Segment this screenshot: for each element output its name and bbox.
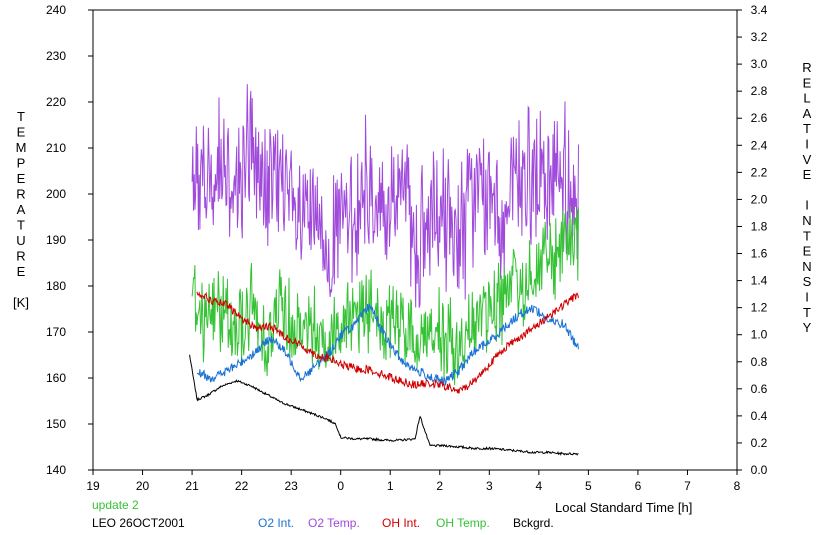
y-right-label-letter: N: [802, 213, 811, 228]
legend-entry: O2 Int.: [258, 516, 294, 530]
y-left-tick-label: 200: [46, 187, 66, 201]
y-left-label-letter: T: [17, 109, 25, 124]
y-right-label-letter: I: [805, 137, 809, 152]
y-right-tick-label: 2.4: [751, 138, 768, 152]
y-left-tick-label: 240: [46, 3, 66, 17]
x-tick-label: 21: [185, 479, 199, 493]
y-left-label-letter: M: [16, 140, 27, 155]
legend-entry: OH Temp.: [436, 516, 490, 530]
y-left-label-letter: R: [16, 249, 25, 264]
plot-frame: [92, 9, 738, 471]
y-right-label-letter: E: [803, 244, 812, 259]
x-tick-label: 8: [734, 479, 741, 493]
y-right-tick-label: 1.4: [751, 274, 768, 288]
y-axis-left: 140 150 160 170 180 190 200 210 220 230 240: [46, 3, 93, 477]
series-layer: [189, 84, 579, 456]
y-right-label-letter: E: [803, 167, 812, 182]
y-right-tick-label: 0.2: [751, 436, 768, 450]
y-right-tick-label: 2.2: [751, 165, 768, 179]
y-left-label-letter: E: [17, 264, 26, 279]
x-tick-label: 1: [387, 479, 394, 493]
legend-entry: OH Int.: [382, 516, 420, 530]
legend-entry: Bckgrd.: [513, 516, 554, 530]
y-right-tick-label: 3.4: [751, 3, 768, 17]
y-left-tick-label: 150: [46, 417, 66, 431]
x-axis-label: Local Standard Time [h]: [555, 500, 692, 515]
y-right-tick-label: 0.6: [751, 382, 768, 396]
y-right-label-letter: N: [802, 259, 811, 274]
y-left-tick-label: 160: [46, 371, 66, 385]
series-line-bckgrd: [189, 354, 579, 456]
y-left-tick-label: 210: [46, 141, 66, 155]
y-right-label-letter: E: [803, 75, 812, 90]
x-tick-label: 0: [337, 479, 344, 493]
y-left-label-letter: R: [16, 187, 25, 202]
legend: O2 Int. O2 Temp. OH Int. OH Temp. Bckgrd.: [258, 516, 554, 530]
y-right-tick-label: 0.8: [751, 355, 768, 369]
y-right-label-letter: V: [803, 152, 812, 167]
x-axis: 19 20 21 22 23 0 1 2 3 4 5 6 7 8: [86, 470, 741, 493]
y-left-label-letter: [K]: [13, 295, 29, 310]
station-text: LEO 26OCT2001: [92, 516, 185, 530]
x-tick-label: 6: [635, 479, 642, 493]
y-left-tick-label: 140: [46, 463, 66, 477]
y-left-tick-label: 170: [46, 325, 66, 339]
x-tick-label: 23: [284, 479, 298, 493]
y-left-label-letter: T: [17, 218, 25, 233]
y-right-label-letter: L: [803, 91, 810, 106]
x-tick-label: 22: [235, 479, 249, 493]
x-tick-label: 20: [136, 479, 150, 493]
legend-entry: O2 Temp.: [308, 516, 360, 530]
y-left-tick-label: 190: [46, 233, 66, 247]
status-text: update 2: [92, 498, 139, 512]
x-tick-label: 3: [486, 479, 493, 493]
y-right-tick-label: 2.0: [751, 192, 768, 206]
y-right-tick-label: 0.4: [751, 409, 768, 423]
y-right-tick-label: 1.0: [751, 328, 768, 342]
y-right-label-letter: T: [803, 121, 811, 136]
series-line-oh-int: [196, 291, 579, 394]
y-right-label-letter: T: [803, 305, 811, 320]
y-right-tick-label: 3.2: [751, 30, 768, 44]
series-line-o2-int: [196, 303, 579, 386]
y-right-tick-label: 0.0: [751, 463, 768, 477]
x-tick-label: 2: [436, 479, 443, 493]
y-left-label-letter: E: [17, 171, 26, 186]
x-tick-label: 5: [585, 479, 592, 493]
y-left-label-letter: E: [17, 125, 26, 140]
y-right-label-letter: Y: [803, 320, 812, 335]
series-line-o2-temp: [191, 84, 579, 308]
y-right-tick-label: 1.8: [751, 219, 768, 233]
y-left-tick-label: 180: [46, 279, 66, 293]
y-right-label-letter: T: [803, 228, 811, 243]
y-right-label-letter: S: [803, 274, 812, 289]
y-right-label-letter: A: [803, 106, 812, 121]
x-tick-label: 19: [86, 479, 100, 493]
x-tick-label: 7: [684, 479, 691, 493]
y-left-label-letter: A: [17, 202, 26, 217]
y-left-tick-label: 230: [46, 49, 66, 63]
y-right-tick-label: 2.6: [751, 111, 768, 125]
y-left-tick-label: 220: [46, 95, 66, 109]
y-left-label-letter: P: [17, 156, 26, 171]
x-tick-label: 4: [536, 479, 543, 493]
y-right-tick-label: 1.6: [751, 247, 768, 261]
y-left-label-letter: U: [16, 233, 25, 248]
y-right-tick-label: 3.0: [751, 57, 768, 71]
y-axis-right: 0.0 0.2 0.4 0.6 0.8 1.0 1.2 1.4 1.6 1.8 2.0 2.2 2.4 2…: [737, 3, 768, 477]
y-right-label-letter: I: [805, 198, 809, 213]
y-right-label-letter: R: [802, 60, 811, 75]
y-right-tick-label: 2.8: [751, 84, 768, 98]
y-right-tick-label: 1.2: [751, 301, 768, 315]
y-right-label-letter: I: [805, 290, 809, 305]
